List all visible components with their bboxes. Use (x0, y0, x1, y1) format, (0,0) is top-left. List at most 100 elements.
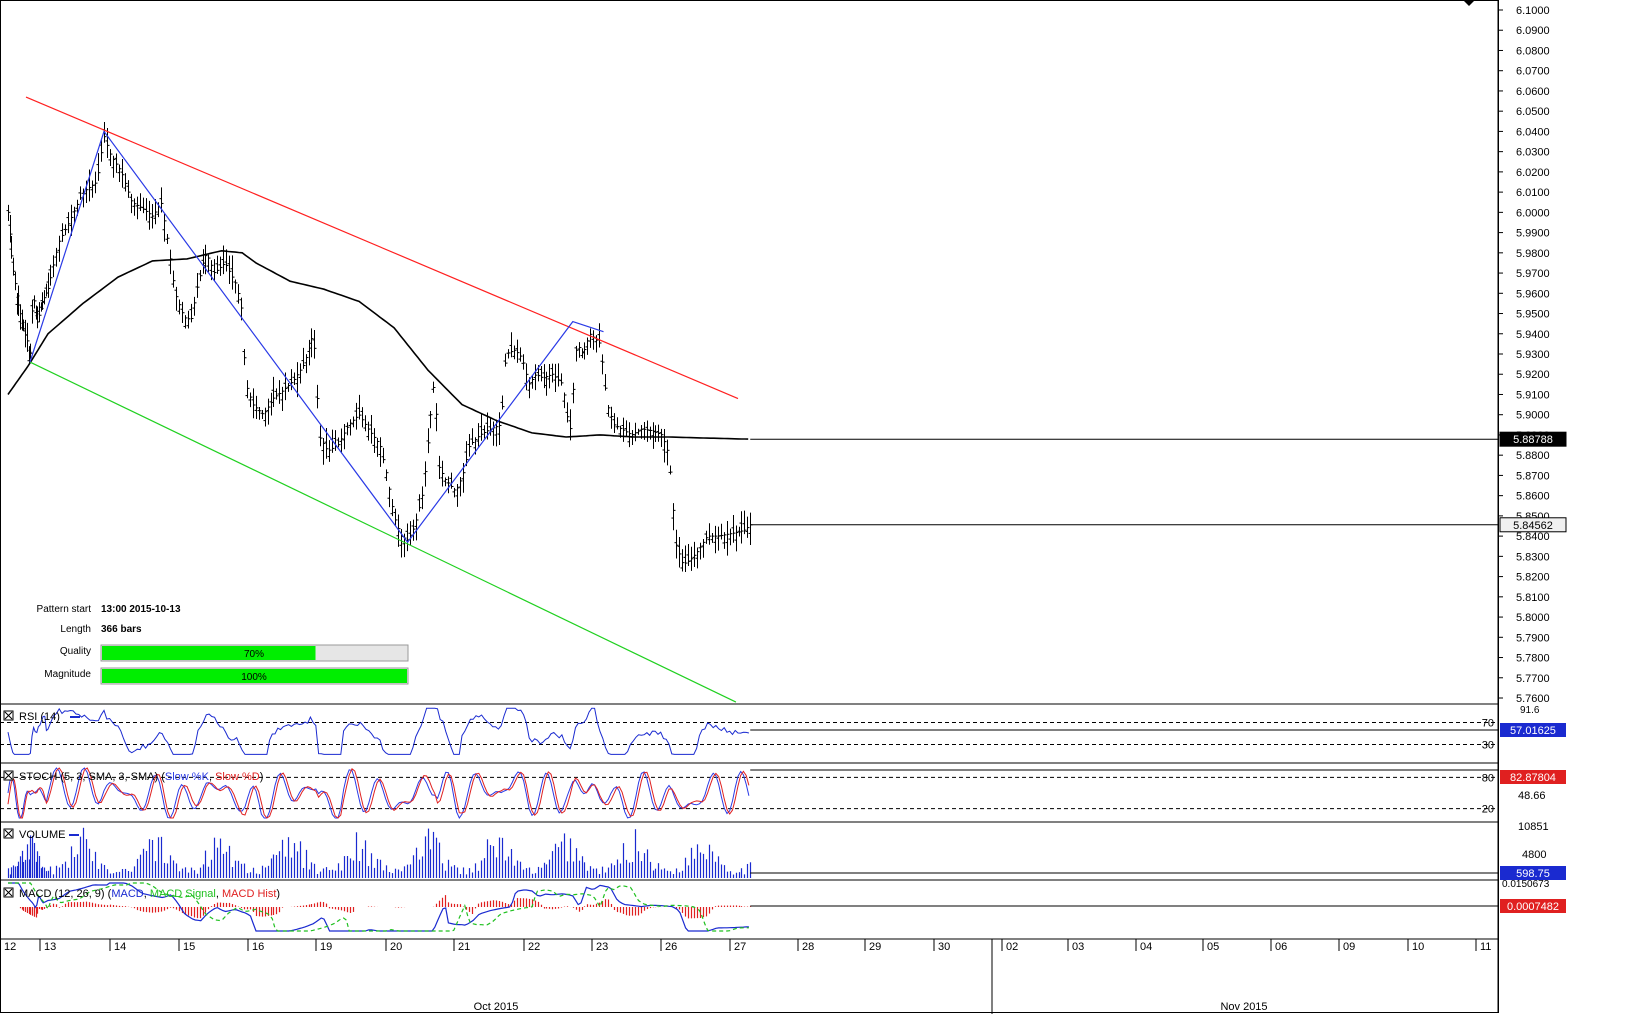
day-label: 02 (1006, 941, 1018, 953)
macd-current-box (1500, 899, 1566, 913)
stoch-title-main: STOCH (5, 3, SMA, 3, SMA) (19, 771, 158, 783)
price-tick-label: 5.9800 (1516, 248, 1550, 260)
quality-label: Quality (60, 646, 91, 657)
current-price-box (1499, 517, 1567, 533)
price-tick-label: 5.9600 (1516, 288, 1550, 300)
quality-bar-fill (102, 646, 316, 660)
pattern-start-value: 13:00 2015-10-13 (101, 604, 181, 615)
stoch-k-line (7, 767, 750, 820)
price-tick-label: 5.8800 (1516, 450, 1550, 462)
stoch-panel: 80 20 (0, 767, 1498, 820)
volume-panel (7, 827, 1498, 878)
stoch-mid-label: 48.66 (1518, 790, 1546, 802)
stoch-level-label-20: 20 (1482, 804, 1494, 816)
macd-header: MACD (12, 26, 9) (MACD, MACD Signal, MAC… (3, 887, 280, 900)
day-label: 29 (869, 941, 881, 953)
price-tick-label: 5.9200 (1516, 369, 1550, 381)
day-label: 04 (1140, 941, 1152, 953)
stoch-k-label: Slow %K (165, 771, 210, 783)
time-axis: 12 13 14 15 16 19 20 21 22 23 26 27 28 29 30 02 03 04 05 06… (4, 939, 1491, 1014)
macd-panel (8, 882, 1498, 932)
price-tick-label: 5.8200 (1516, 572, 1550, 584)
rsi-top-label: 91.6 (1520, 705, 1540, 716)
price-tick-label: 5.9900 (1516, 228, 1550, 240)
macd-title: MACD (12, 26, 9) (MACD, MACD Signal, MAC… (19, 888, 280, 900)
price-tick-label: 5.9400 (1516, 329, 1550, 341)
volume-current-label: 598.75 (1516, 868, 1550, 880)
price-tick-label: 6.0200 (1516, 167, 1550, 179)
day-label: 15 (183, 941, 195, 953)
day-label: 05 (1207, 941, 1219, 953)
volume-header: VOLUME (3, 828, 79, 841)
rsi-level-label-70: 70 (1482, 718, 1494, 730)
scroll-marker-icon[interactable] (1463, 0, 1475, 6)
price-tick-label: 5.8400 (1516, 531, 1550, 543)
stoch-d-line (7, 767, 750, 819)
price-tick-label: 5.9500 (1516, 309, 1550, 321)
rsi-header: RSI (14) (3, 710, 80, 723)
magnitude-label: Magnitude (44, 669, 91, 680)
quality-percent: 70% (244, 649, 264, 660)
price-tick-label: 5.7800 (1516, 653, 1550, 665)
day-label: 16 (252, 941, 264, 953)
month-label-oct: Oct 2015 (474, 1001, 519, 1013)
day-label: 22 (528, 941, 540, 953)
day-label: 06 (1275, 941, 1287, 953)
pattern-info: Pattern start 13:00 2015-10-13 Length 36… (37, 604, 409, 685)
price-tick-label: 5.9000 (1516, 410, 1550, 422)
price-tick-label: 5.8300 (1516, 551, 1550, 563)
moving-average-line (7, 249, 749, 440)
stoch-current-box (1500, 770, 1566, 784)
macd-hist-label: MACD Hist (222, 888, 276, 900)
channel-lower-line (29, 361, 737, 703)
rsi-close-glyph (4, 711, 13, 720)
price-tick-label: 6.0800 (1516, 45, 1550, 57)
stoch-level-label-80: 80 (1482, 772, 1494, 784)
stoch-d-label: Slow %D (215, 771, 260, 783)
macd-signal-line (8, 882, 749, 932)
day-label: 30 (938, 941, 950, 953)
rsi-current-box (1500, 723, 1566, 737)
price-tick-label: 5.8000 (1516, 612, 1550, 624)
price-tick-label: 6.0900 (1516, 25, 1550, 37)
volume-tick-mid: 4800 (1522, 849, 1546, 861)
price-tick-label: 5.7700 (1516, 673, 1550, 685)
macd-title-main: MACD (12, 26, 9) (19, 888, 105, 900)
price-tick-label: 6.1000 (1516, 5, 1550, 17)
current-ma-box (1499, 431, 1567, 447)
macd-signal-label: MACD Signal (150, 888, 216, 900)
day-label: 12 (4, 941, 16, 953)
price-axis: 6.1000 6.0900 6.0800 6.0700 6.0600 6.0500 6.04… (1498, 5, 1567, 913)
stoch-header: STOCH (5, 3, SMA, 3, SMA) (Slow %K, Slow… (3, 770, 263, 783)
rsi-title: RSI (14) (19, 711, 60, 723)
price-tick-label: 5.9300 (1516, 349, 1550, 361)
pattern-start-label: Pattern start (37, 604, 92, 615)
current-ma-label: 5.88788 (1513, 434, 1553, 446)
volume-title: VOLUME (19, 829, 65, 841)
volume-close-glyph (4, 829, 13, 838)
day-label: 03 (1072, 941, 1084, 953)
day-label: 20 (390, 941, 402, 953)
day-label: 21 (458, 941, 470, 953)
rsi-panel: 70 30 (0, 707, 1498, 755)
macd-current-label: 0.0007482 (1507, 901, 1559, 913)
macd-line-label: MACD (111, 888, 143, 900)
rsi-current-label: 57.01625 (1510, 725, 1556, 737)
price-tick-label: 5.7900 (1516, 632, 1550, 644)
current-price-label: 5.84562 (1513, 520, 1553, 532)
day-label: 26 (665, 941, 677, 953)
zigzag-line (29, 130, 604, 544)
stoch-current-label: 82.87804 (1510, 772, 1556, 784)
price-panel (6, 96, 1498, 703)
price-tick-label: 6.0600 (1516, 86, 1550, 98)
volume-tick-top: 10851 (1518, 821, 1549, 833)
volume-current-box (1500, 866, 1566, 880)
price-tick-label: 5.9100 (1516, 389, 1550, 401)
magnitude-percent: 100% (241, 672, 267, 683)
month-label-nov: Nov 2015 (1220, 1001, 1267, 1013)
length-value: 366 bars (101, 624, 142, 635)
channel-upper-line (25, 96, 739, 400)
price-tick-label: 6.0300 (1516, 147, 1550, 159)
day-label: 14 (114, 941, 126, 953)
